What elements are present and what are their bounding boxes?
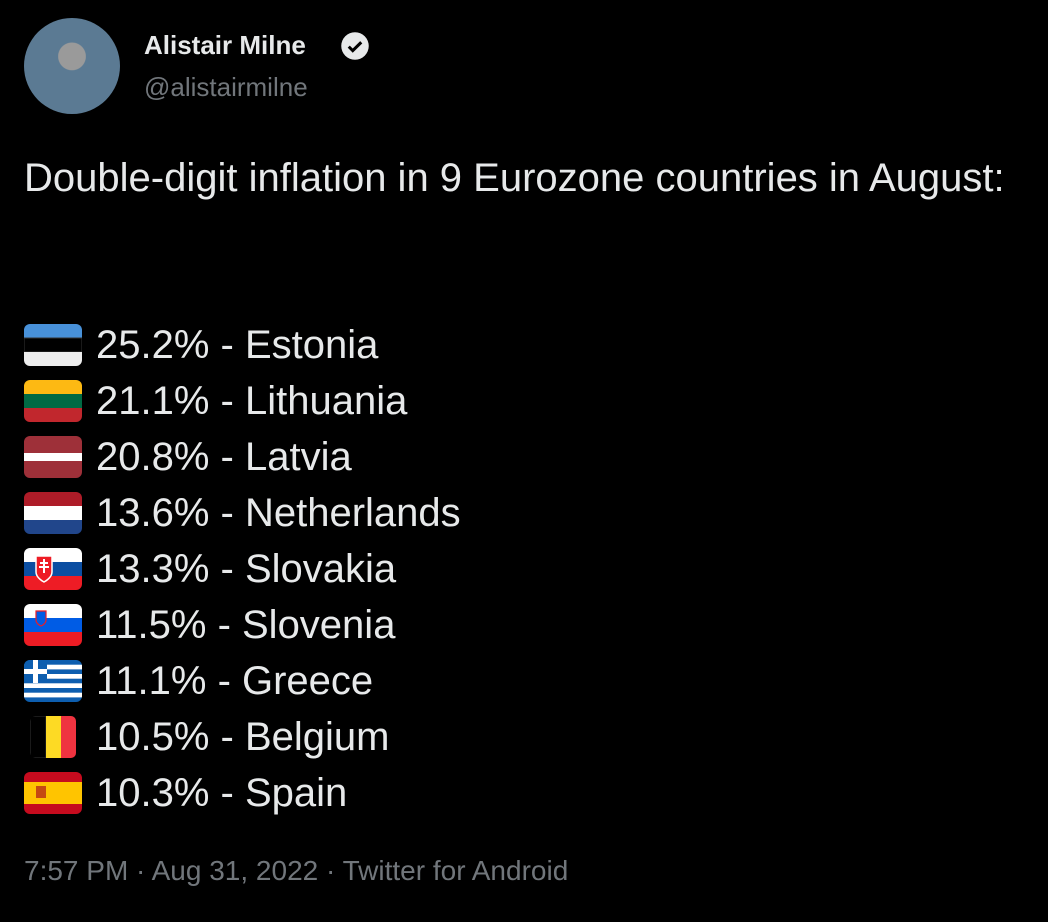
flag <box>24 548 82 590</box>
flag <box>24 324 82 366</box>
tweet-footer: 7:57 PM · Aug 31, 2022 · Twitter for And… <box>24 855 569 886</box>
time[interactable]: 7:57 PM <box>24 855 129 886</box>
item-text: 10.5% - Belgium <box>96 715 390 759</box>
item: 25.2% - Estonia <box>24 317 461 373</box>
item: 10.5% - Belgium <box>24 709 461 765</box>
item: 11.5% - Slovenia <box>24 597 461 653</box>
flag <box>24 772 82 814</box>
item-text: 21.1% - Lithuania <box>96 379 408 423</box>
flag <box>24 660 82 702</box>
item-text: 11.1% - Greece <box>96 659 374 703</box>
avatar[interactable] <box>24 18 120 114</box>
item-text: 13.6% - Netherlands <box>96 491 461 535</box>
source[interactable]: Twitter for Android <box>342 855 569 886</box>
item: 10.3% - Spain <box>24 765 461 821</box>
verified-badge <box>341 32 369 60</box>
item-text: 25.2% - Estonia <box>96 323 379 367</box>
tweet-text: Double-digit inflation in 9 Eurozone cou… <box>24 156 1005 200</box>
item: 11.1% - Greece <box>24 653 461 709</box>
date[interactable]: Aug 31, 2022 <box>151 855 319 886</box>
author-handle[interactable]: @alistairmilne <box>144 72 308 102</box>
flag <box>24 492 82 534</box>
item-list: 25.2% - Estonia 21.1% - Lithuania 20.8% … <box>24 317 461 821</box>
item: 20.8% - Latvia <box>24 429 461 485</box>
item-text: 11.5% - Slovenia <box>96 603 396 647</box>
flag <box>30 716 76 758</box>
item: 13.6% - Netherlands <box>24 485 461 541</box>
flag <box>24 436 82 478</box>
author-name[interactable]: Alistair Milne <box>144 30 306 60</box>
flag <box>24 380 82 422</box>
item-text: 20.8% - Latvia <box>96 435 352 479</box>
item-text: 10.3% - Spain <box>96 771 348 815</box>
flag <box>24 604 82 646</box>
item-text: 13.3% - Slovakia <box>96 547 397 591</box>
item: 13.3% - Slovakia <box>24 541 461 597</box>
item: 21.1% - Lithuania <box>24 373 461 429</box>
